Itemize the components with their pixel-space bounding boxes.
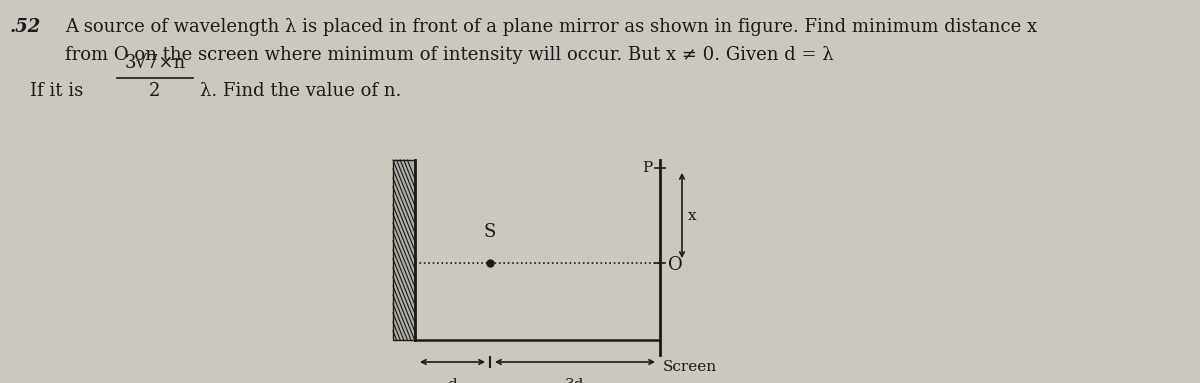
Text: O: O: [668, 256, 683, 274]
Text: If it is: If it is: [30, 82, 89, 100]
Text: P: P: [642, 161, 652, 175]
Text: .52: .52: [10, 18, 41, 36]
Text: λ. Find the value of n.: λ. Find the value of n.: [200, 82, 401, 100]
Text: 2: 2: [149, 82, 161, 100]
Text: 3d: 3d: [565, 378, 584, 383]
Text: x: x: [688, 208, 697, 223]
Text: S: S: [484, 223, 496, 241]
Text: from O on the screen where minimum of intensity will occur. But x ≠ 0. Given d =: from O on the screen where minimum of in…: [65, 46, 834, 64]
Bar: [394, 160, 415, 340]
Text: A source of wavelength λ is placed in front of a plane mirror as shown in figure: A source of wavelength λ is placed in fr…: [65, 18, 1037, 36]
Text: 3√7×n: 3√7×n: [125, 54, 186, 72]
Text: d: d: [448, 378, 457, 383]
Text: Screen: Screen: [662, 360, 718, 374]
